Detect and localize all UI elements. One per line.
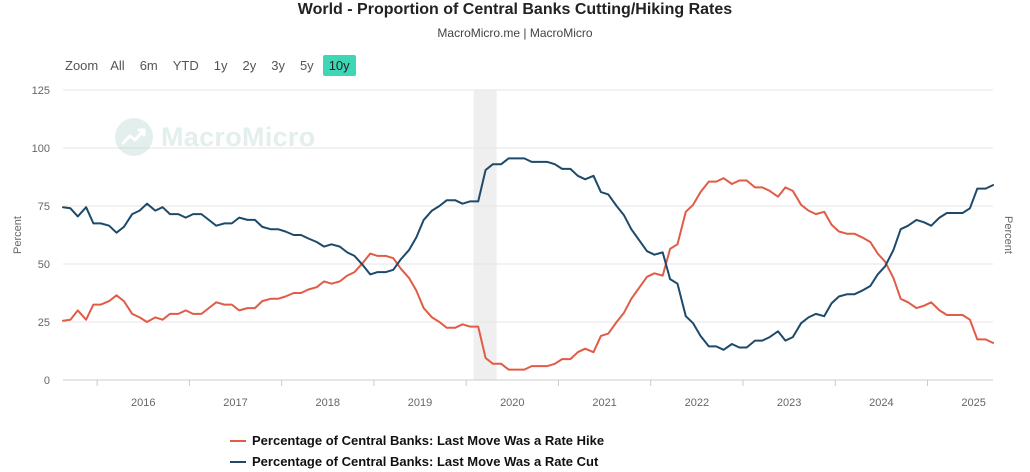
series-line-rate-cut <box>62 157 994 351</box>
legend-label-rate-hike: Percentage of Central Banks: Last Move W… <box>252 433 605 448</box>
legend: Percentage of Central Banks: Last Move W… <box>230 430 604 472</box>
y-tick-label-0: 0 <box>44 375 50 387</box>
x-tick-label-2025: 2025 <box>961 397 985 409</box>
legend-swatch-rate-cut <box>230 460 246 463</box>
axes: 0 25 50 75 100 125 2016 2017 2018 2019 2020 2021 202… <box>12 85 1014 409</box>
shaded-period-band <box>473 90 497 380</box>
macromicro-logo-icon <box>115 118 153 156</box>
series <box>62 157 994 371</box>
zoom-label: Zoom <box>65 58 99 73</box>
y-tick-label-125: 125 <box>32 85 50 97</box>
x-tick-label-2024: 2024 <box>869 397 893 409</box>
y-tick-label-100: 100 <box>32 143 50 155</box>
y-axis-title-left: Percent <box>12 216 24 254</box>
grid <box>63 89 993 380</box>
legend-swatch-rate-hike <box>230 439 246 442</box>
chart-subtitle: MacroMicro.me | MacroMicro <box>437 26 593 40</box>
zoom-bar: Zoom All 6m YTD 1y 2y 3y 5y 10y <box>60 55 359 76</box>
y-tick-label-75: 75 <box>38 201 50 213</box>
zoom-3y-button[interactable]: 3y <box>271 58 285 73</box>
zoom-5y-button[interactable]: 5y <box>299 58 314 73</box>
y-tick-label-25: 25 <box>38 317 50 329</box>
zoom-all-button[interactable]: All <box>110 58 125 73</box>
x-tick-label-2019: 2019 <box>408 397 432 409</box>
x-tick-label-2017: 2017 <box>223 397 247 409</box>
x-tick-label-2021: 2021 <box>592 397 616 409</box>
watermark-text: MacroMicro <box>161 121 316 152</box>
chart-title: World - Proportion of Central Banks Cutt… <box>297 1 733 18</box>
x-tick-label-2016: 2016 <box>131 397 155 409</box>
x-tick-label-2018: 2018 <box>316 397 340 409</box>
legend-item-rate-hike[interactable]: Percentage of Central Banks: Last Move W… <box>230 430 604 451</box>
watermark: MacroMicro <box>115 118 316 156</box>
y-axis-title-right: Percent <box>1002 216 1014 254</box>
x-tick-label-2020: 2020 <box>500 397 524 409</box>
zoom-6m-button[interactable]: 6m <box>139 58 158 73</box>
x-tick-label-2023: 2023 <box>777 397 801 409</box>
zoom-2y-button[interactable]: 2y <box>242 58 257 73</box>
series-line-rate-hike <box>62 177 994 371</box>
zoom-10y-button[interactable]: 10y <box>322 55 356 76</box>
zoom-1y-button[interactable]: 1y <box>213 58 228 73</box>
x-tick-label-2022: 2022 <box>685 397 709 409</box>
zoom-ytd-button[interactable]: YTD <box>172 58 199 73</box>
legend-label-rate-cut: Percentage of Central Banks: Last Move W… <box>252 454 599 469</box>
legend-item-rate-cut[interactable]: Percentage of Central Banks: Last Move W… <box>230 451 604 472</box>
y-tick-label-50: 50 <box>38 259 50 271</box>
